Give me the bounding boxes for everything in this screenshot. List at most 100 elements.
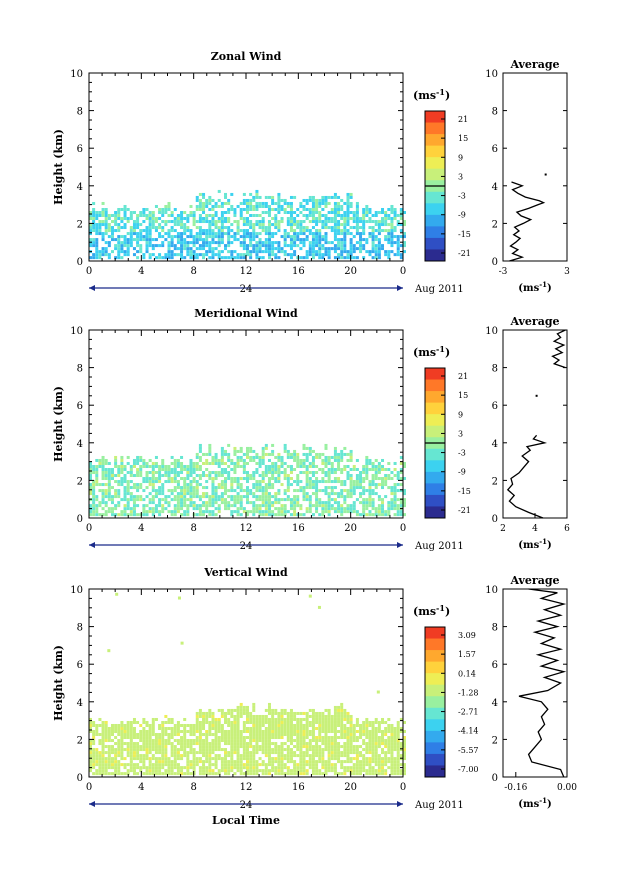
heatmap-cell (142, 733, 146, 737)
heatmap-cell (346, 739, 350, 743)
heatmap-cell (117, 214, 121, 218)
heatmap-cell (289, 714, 293, 718)
heatmap-cell (176, 220, 180, 224)
heatmap-cell (220, 757, 224, 761)
heatmap-cell (377, 495, 381, 499)
heatmap-cell (95, 483, 99, 487)
heatmap-cell (239, 207, 243, 211)
heatmap-cell (117, 723, 121, 727)
heatmap-cell (359, 235, 363, 239)
heatmap-cell (170, 220, 174, 224)
heatmap-cell (340, 471, 344, 475)
heatmap-cell (107, 486, 111, 490)
heatmap-cell (267, 253, 271, 257)
heatmap-cell (120, 513, 124, 517)
heatmap-cell (393, 772, 397, 776)
heatmap-cell (337, 492, 341, 496)
heatmap-cell (107, 480, 111, 484)
heatmap-cell (371, 720, 375, 724)
heatmap-cell (318, 501, 322, 505)
heatmap-cell (403, 742, 406, 746)
heatmap-cell (195, 739, 199, 743)
heatmap-cell (318, 238, 322, 242)
heatmap-cell (399, 244, 403, 248)
heatmap-cell (403, 211, 406, 214)
heatmap-cell (286, 727, 290, 730)
heatmap-cell (343, 708, 347, 712)
heatmap-cell (123, 504, 127, 508)
heatmap-cell (167, 468, 171, 471)
heatmap-cell (403, 766, 406, 770)
heatmap-cell (311, 760, 315, 764)
heatmap-cell (396, 244, 400, 248)
heatmap-cell (214, 241, 218, 245)
heatmap-cell (399, 229, 403, 233)
heatmap-cell (365, 748, 369, 752)
heatmap-cell (355, 480, 359, 484)
heatmap-cell (92, 733, 96, 737)
heatmap-cell (283, 229, 287, 233)
heatmap-cell (365, 250, 369, 254)
heatmap-cell (236, 714, 240, 718)
colorbar-tick-label: -15 (458, 230, 471, 239)
heatmap-cell (321, 480, 325, 484)
heatmap-cell (384, 474, 388, 478)
heatmap-cell (289, 471, 293, 475)
heatmap-cell (202, 471, 206, 475)
heatmap-cell (399, 745, 403, 749)
heatmap-cell (170, 720, 174, 724)
heatmap-cell (151, 495, 155, 499)
heatmap-cell (274, 492, 278, 496)
heatmap-cell (92, 495, 96, 499)
heatmap-cell (261, 449, 265, 453)
heatmap-cell (296, 238, 300, 242)
heatmap-cell (233, 464, 237, 468)
heatmap-cell (399, 468, 403, 471)
heatmap-cell (365, 458, 369, 462)
average-x-tick-label: 4 (532, 524, 538, 534)
heatmap-cell (205, 720, 209, 724)
heatmap-cell (92, 498, 96, 502)
heatmap-cell (151, 226, 155, 230)
heatmap-cell (340, 483, 344, 487)
colorbar-segment (425, 707, 445, 720)
heatmap-cell (202, 192, 206, 196)
heatmap-cell (110, 748, 114, 752)
heatmap-cell (98, 483, 102, 487)
heatmap-cell (132, 769, 136, 773)
heatmap-cell (132, 730, 136, 734)
heatmap-cell (283, 720, 287, 724)
heatmap-cell (352, 480, 356, 484)
heatmap-cell (324, 471, 328, 475)
heatmap-cell (346, 730, 350, 734)
heatmap-cell (198, 192, 202, 196)
heatmap-cell (352, 769, 356, 773)
heatmap-cell (264, 486, 268, 490)
average-y-tick-label: 0 (492, 773, 498, 784)
heatmap-cell (399, 489, 403, 493)
heatmap-cell (289, 214, 293, 218)
heatmap-cell (396, 253, 400, 257)
heatmap-cell (261, 723, 265, 727)
heatmap-cell (224, 192, 228, 196)
heatmap-cell (224, 742, 228, 746)
heatmap-cell (255, 504, 259, 508)
heatmap-cell (110, 745, 114, 749)
heatmap-cell (101, 720, 105, 724)
heatmap-cell (211, 204, 215, 208)
heatmap-cell (132, 727, 136, 730)
heatmap-cell (202, 461, 206, 465)
heatmap-cell (381, 772, 385, 776)
heatmap-cell (327, 471, 331, 475)
heatmap-cell (258, 489, 262, 493)
heatmap-cell (145, 510, 149, 514)
heatmap-cell (271, 452, 275, 456)
heatmap-cell (327, 751, 331, 755)
heatmap-cell (139, 486, 143, 490)
heatmap-cell (202, 733, 206, 737)
heatmap-cell (321, 220, 325, 224)
heatmap-cell (176, 763, 180, 767)
heatmap-cell (117, 468, 121, 471)
heatmap-cell (186, 763, 190, 767)
heatmap-cell (277, 480, 281, 484)
